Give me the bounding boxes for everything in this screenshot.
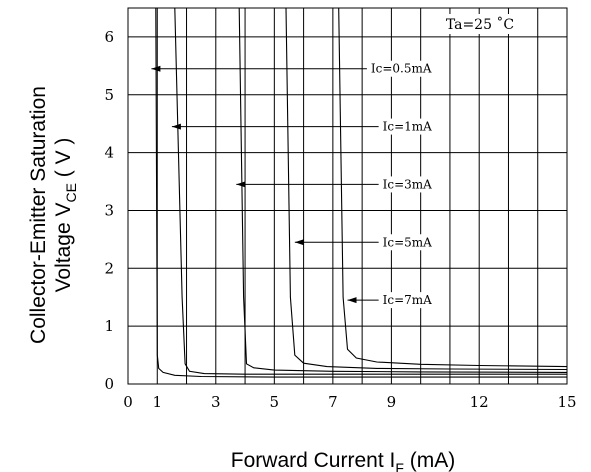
x-tick-label: 15 — [557, 393, 576, 411]
condition-box: Ta=25 ˚C — [430, 14, 530, 34]
annotation-arrowhead — [236, 181, 246, 188]
plot-frame — [127, 7, 568, 385]
series-curve — [285, 8, 567, 371]
x-tick-label: 12 — [470, 393, 489, 411]
x-tick-label: 7 — [328, 393, 338, 411]
condition-label: Ta=25 ˚C — [446, 16, 514, 33]
condition-background — [430, 14, 530, 34]
x-tick-label: 0 — [123, 393, 133, 411]
annotation-arrowhead — [151, 65, 161, 72]
annotation-label: Ic=5mA — [383, 235, 433, 249]
y-tick-label: 6 — [104, 28, 114, 46]
series-curve — [238, 8, 567, 373]
x-axis-title: Forward Current IF (mA) — [231, 449, 455, 472]
annotation-label: Ic=3mA — [383, 177, 433, 191]
series-annotations: Ic=0.5mA Ic=1mA Ic=3mA Ic=5mA Ic=7mA — [151, 60, 435, 309]
series-curve — [174, 8, 567, 375]
x-axis-title-subscript: F — [395, 460, 404, 472]
grid — [128, 8, 568, 384]
x-tick-label: 9 — [387, 393, 397, 411]
y-axis-title-line2: Voltage VCE ( V ) — [52, 138, 79, 293]
y-axis-title-line1: Collector-Emitter Saturation — [27, 86, 50, 344]
annotation-label-background — [380, 292, 435, 309]
x-tick-label: 3 — [211, 393, 221, 411]
series-curve — [338, 8, 567, 368]
y-axis-title-subscript: CE — [63, 183, 79, 202]
annotation-label: Ic=7mA — [383, 293, 433, 307]
annotation-arrowhead — [294, 239, 304, 246]
x-tick-label: 5 — [270, 393, 280, 411]
annotation-label-background — [368, 60, 434, 77]
annotation-arrowhead — [347, 297, 357, 304]
y-tick-label: 1 — [104, 317, 114, 335]
y-tick-label: 5 — [104, 86, 114, 104]
y-axis-title-prefix: Voltage V — [52, 203, 75, 293]
annotation-label: Ic=1mA — [383, 120, 433, 134]
y-axis-title-suffix: ( V ) — [52, 138, 75, 184]
annotation-label-background — [380, 234, 435, 251]
annotation-label-background — [380, 176, 435, 193]
y-tick-label: 3 — [104, 201, 114, 219]
x-tick-label: 1 — [152, 393, 162, 411]
x-axis-title-prefix: Forward Current I — [231, 449, 396, 472]
annotation-label: Ic=0.5mA — [371, 62, 432, 76]
annotation-arrowhead — [171, 123, 181, 130]
y-tick-label: 0 — [104, 375, 114, 393]
y-tick-label: 4 — [104, 144, 114, 162]
x-axis-title-suffix: (mA) — [404, 449, 455, 472]
annotation-label-background — [380, 118, 435, 135]
series-curves — [155, 8, 567, 378]
series-curve — [155, 8, 567, 378]
y-tick-label: 2 — [104, 259, 114, 277]
